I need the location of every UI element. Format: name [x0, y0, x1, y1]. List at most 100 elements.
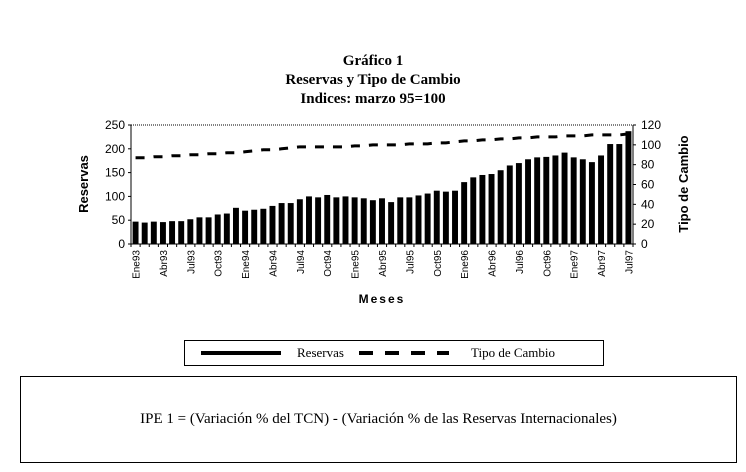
- x-tick-label: Jul96: [515, 250, 526, 274]
- x-tick-label: Abr95: [378, 250, 389, 277]
- bar-reservas: [607, 144, 614, 244]
- x-tick-label: Abr93: [159, 250, 170, 277]
- x-tick-label: Abr97: [597, 250, 608, 277]
- x-tick-label: Oct94: [323, 250, 334, 277]
- bar-reservas: [324, 194, 331, 244]
- bar-reservas: [616, 144, 623, 244]
- bar-reservas: [132, 221, 139, 244]
- y-tick-label: 100: [105, 189, 125, 203]
- bar-reservas: [251, 209, 258, 244]
- y-tick-label: 200: [105, 142, 125, 156]
- bar-reservas: [150, 221, 157, 244]
- bar-reservas: [598, 155, 605, 244]
- formula-text: IPE 1 = (Variación % del TCN) - (Variaci…: [140, 411, 617, 427]
- y-tick-label: 150: [105, 166, 125, 180]
- x-tick-label: Oct96: [542, 250, 553, 277]
- y2-tick-label: 120: [641, 118, 661, 132]
- bar-reservas: [442, 191, 449, 244]
- bar-reservas: [397, 197, 404, 244]
- bar-reservas: [342, 196, 349, 244]
- bar-reservas: [433, 190, 440, 244]
- legend-label-reservas: Reservas: [297, 345, 344, 360]
- bar-reservas: [360, 198, 367, 244]
- x-tick-label: Abr94: [268, 250, 279, 277]
- y-tick-label: 50: [112, 213, 126, 227]
- x-axis-label: Meses: [359, 292, 406, 306]
- bar-reservas: [287, 203, 294, 244]
- bar-reservas: [306, 196, 312, 244]
- bar-reservas: [169, 221, 176, 244]
- y2-tick-label: 100: [641, 138, 661, 152]
- bar-reservas: [525, 159, 532, 244]
- x-tick-label: Oct95: [433, 250, 444, 277]
- bar-reservas: [187, 219, 194, 244]
- y-tick-label: 250: [105, 118, 125, 132]
- y2-tick-label: 20: [641, 217, 655, 231]
- x-tick-label: Ene95: [351, 250, 362, 279]
- bar-reservas: [141, 222, 148, 244]
- bar-reservas: [214, 214, 221, 244]
- bar-reservas: [196, 217, 203, 244]
- chart-subtitle: Reservas y Tipo de Cambio: [285, 72, 461, 88]
- bar-reservas: [506, 165, 513, 244]
- legend: Reservas Tipo de Cambio: [184, 340, 604, 366]
- bar-reservas: [579, 159, 586, 244]
- x-tick-label: Jul95: [405, 250, 416, 274]
- bar-reservas: [269, 205, 276, 244]
- y2-axis-label: Tipo de Cambio: [676, 135, 691, 232]
- y2-tick-label: 60: [641, 178, 655, 192]
- bar-reservas: [452, 190, 458, 244]
- bar-reservas: [534, 157, 541, 244]
- bar-reservas: [470, 177, 477, 244]
- bar-reservas: [515, 163, 522, 244]
- bar-reservas: [351, 197, 358, 244]
- x-tick-label: Ene96: [460, 250, 471, 279]
- bar-reservas: [333, 197, 340, 244]
- chart-subtitle-2: Indices: marzo 95=100: [300, 91, 446, 107]
- bar-reservas: [488, 174, 495, 244]
- legend-label-tipo-cambio: Tipo de Cambio: [471, 345, 556, 360]
- x-tick-label: Jul93: [186, 250, 197, 274]
- y-tick-label: 0: [118, 237, 125, 251]
- bar-reservas: [424, 193, 431, 244]
- bar-reservas: [296, 199, 303, 244]
- bar-reservas: [415, 195, 422, 244]
- bar-reservas: [260, 208, 267, 244]
- bar-reservas: [232, 207, 239, 244]
- bar-reservas: [479, 174, 486, 244]
- bar-reservas: [561, 152, 568, 244]
- bar-reservas: [461, 182, 468, 244]
- x-tick-label: Ene94: [241, 250, 252, 279]
- bar-reservas: [388, 202, 395, 244]
- bar-reservas: [625, 131, 632, 244]
- x-tick-label: Ene97: [570, 250, 581, 279]
- bar-reservas: [159, 222, 166, 244]
- chart-title: Gráfico 1: [342, 53, 404, 69]
- bar-reservas: [178, 221, 185, 244]
- bar-reservas: [369, 200, 376, 244]
- y2-tick-label: 80: [641, 158, 655, 172]
- y2-tick-label: 0: [641, 237, 648, 251]
- x-tick-label: Jul94: [296, 250, 307, 274]
- x-tick-label: Ene93: [132, 250, 143, 279]
- bar-reservas: [588, 162, 595, 244]
- bar-reservas: [223, 213, 230, 244]
- bar-reservas: [278, 203, 285, 244]
- bar-reservas: [552, 155, 559, 244]
- bar-reservas: [543, 156, 550, 244]
- x-tick-label: Jul97: [624, 250, 635, 274]
- bar-reservas: [406, 197, 413, 244]
- y-axis-label: Reservas: [76, 155, 91, 213]
- y2-tick-label: 40: [641, 197, 655, 211]
- bar-reservas: [497, 170, 504, 244]
- bar-reservas: [315, 197, 322, 244]
- bar-reservas: [570, 157, 577, 244]
- line-tipo-cambio: [135, 132, 629, 160]
- bar-reservas: [242, 210, 249, 244]
- chart: 0 50 100 150 200 250 0 20 40 60 80 100 120 Ene93 Abr93…: [76, 118, 691, 306]
- bar-reservas: [205, 217, 212, 244]
- formula-box: IPE 1 = (Variación % del TCN) - (Variaci…: [20, 376, 737, 463]
- x-tick-label: Oct93: [214, 250, 225, 277]
- x-tick-label: Abr96: [488, 250, 499, 277]
- bar-reservas: [379, 198, 385, 244]
